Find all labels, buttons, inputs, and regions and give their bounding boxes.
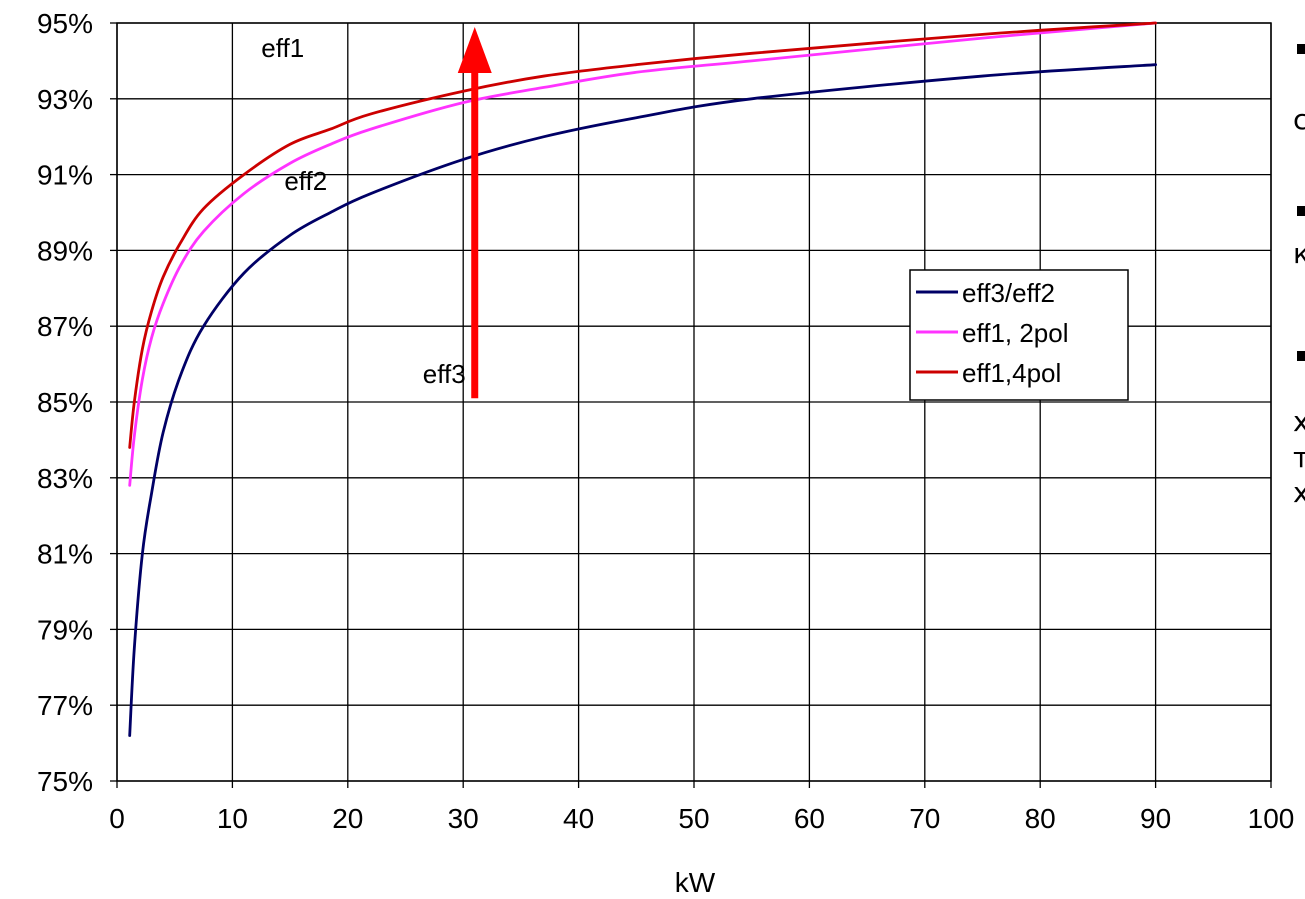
legend-label: eff1,4pol: [962, 358, 1061, 388]
series-line-eff3-eff2: [128, 63, 1157, 737]
side-bullet: [1297, 206, 1305, 216]
side-bullet: [1297, 44, 1305, 54]
y-tick-label: 77%: [37, 690, 93, 721]
x-tick-label: 20: [332, 803, 363, 834]
x-tick-label: 70: [909, 803, 940, 834]
x-tick-label: 0: [109, 803, 125, 834]
tick-labels: 0 10 20 30 40 50 60 70 80 90 100 75% 77% 79% 81% 83% 85%…: [37, 8, 1294, 834]
x-axis-title: kW: [675, 867, 716, 898]
y-tick-label: 91%: [37, 160, 93, 191]
y-tick-label: 95%: [37, 8, 93, 39]
series-lines: [128, 21, 1157, 737]
annotation-eff3: eff3: [423, 359, 466, 389]
series-line-eff1-2pol: [128, 21, 1157, 487]
y-tick-label: 79%: [37, 614, 93, 645]
x-tick-label: 80: [1025, 803, 1056, 834]
y-tick-label: 83%: [37, 463, 93, 494]
side-text-fragment: с: [1293, 103, 1305, 136]
y-tick-label: 89%: [37, 235, 93, 266]
side-text-fragment: х: [1293, 405, 1305, 438]
legend-label: eff3/eff2: [962, 278, 1055, 308]
x-tick-label: 40: [563, 803, 594, 834]
x-tick-label: 30: [448, 803, 479, 834]
x-tick-label: 60: [794, 803, 825, 834]
grid-lines: [110, 22, 1272, 788]
efficiency-arrow: [457, 27, 492, 399]
x-tick-label: 10: [217, 803, 248, 834]
annotation-eff1: eff1: [261, 33, 304, 63]
side-bullet: [1297, 351, 1305, 361]
side-text-fragment: к: [1293, 237, 1305, 270]
y-tick-label: 93%: [37, 84, 93, 115]
legend-label: eff1, 2pol: [962, 318, 1069, 348]
plot-frame: [116, 22, 1272, 782]
series-line-eff1-4pol: [128, 21, 1157, 449]
x-tick-label: 90: [1140, 803, 1171, 834]
y-tick-label: 85%: [37, 387, 93, 418]
x-tick-label: 50: [678, 803, 709, 834]
y-tick-label: 81%: [37, 539, 93, 570]
arrow-head: [457, 27, 492, 73]
side-text-fragment: т: [1293, 441, 1305, 474]
y-tick-label: 75%: [37, 766, 93, 797]
x-tick-label: 100: [1248, 803, 1295, 834]
y-tick-label: 87%: [37, 311, 93, 342]
annotation-eff2: eff2: [284, 166, 327, 196]
curve-annotations: eff1 eff2 eff3: [261, 33, 465, 389]
side-text-fragment: х: [1293, 476, 1305, 509]
legend: eff3/eff2 eff1, 2pol eff1,4pol: [909, 269, 1129, 401]
